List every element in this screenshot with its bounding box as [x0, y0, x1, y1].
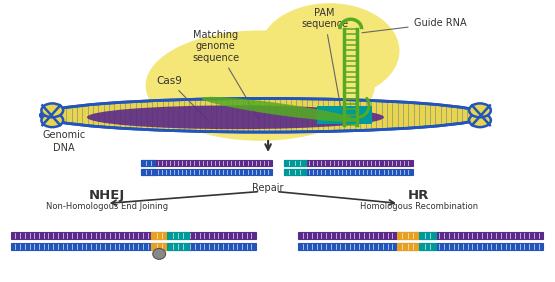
Text: PAM
sequence: PAM sequence	[301, 8, 348, 124]
Bar	[397, 243, 418, 250]
Bar	[11, 232, 256, 239]
Ellipse shape	[42, 113, 63, 127]
Text: NHEJ: NHEJ	[89, 189, 125, 202]
Ellipse shape	[230, 29, 369, 108]
Bar	[418, 243, 436, 250]
Bar	[11, 243, 256, 250]
Text: Cas9: Cas9	[156, 76, 209, 121]
Ellipse shape	[41, 98, 488, 132]
Bar	[142, 160, 272, 166]
Bar	[152, 232, 167, 239]
Bar	[142, 160, 155, 166]
Ellipse shape	[469, 113, 491, 127]
Bar	[284, 160, 306, 166]
Text: Matching
genome
sequence: Matching genome sequence	[192, 30, 259, 119]
Ellipse shape	[87, 105, 384, 129]
Bar	[284, 169, 412, 175]
Bar	[317, 106, 371, 124]
Ellipse shape	[201, 97, 359, 122]
Bar	[298, 232, 543, 239]
Bar	[418, 232, 436, 239]
Ellipse shape	[153, 248, 165, 259]
Bar	[397, 232, 418, 239]
Bar	[152, 243, 167, 250]
Bar	[167, 232, 189, 239]
Text: Homologous Recombination: Homologous Recombination	[360, 202, 478, 211]
Text: HR: HR	[408, 189, 429, 202]
Bar	[298, 243, 543, 250]
Bar	[142, 169, 155, 175]
Ellipse shape	[260, 4, 399, 98]
Ellipse shape	[147, 31, 374, 140]
Text: Genomic
DNA: Genomic DNA	[43, 130, 86, 153]
Ellipse shape	[469, 103, 491, 117]
Text: Non-Homologous End Joining: Non-Homologous End Joining	[46, 202, 168, 211]
Bar	[142, 169, 272, 175]
Bar	[284, 160, 412, 166]
Text: Repair: Repair	[253, 182, 284, 193]
Text: Guide RNA: Guide RNA	[362, 18, 466, 33]
Bar	[284, 169, 306, 175]
Ellipse shape	[42, 103, 63, 117]
Bar	[167, 243, 189, 250]
